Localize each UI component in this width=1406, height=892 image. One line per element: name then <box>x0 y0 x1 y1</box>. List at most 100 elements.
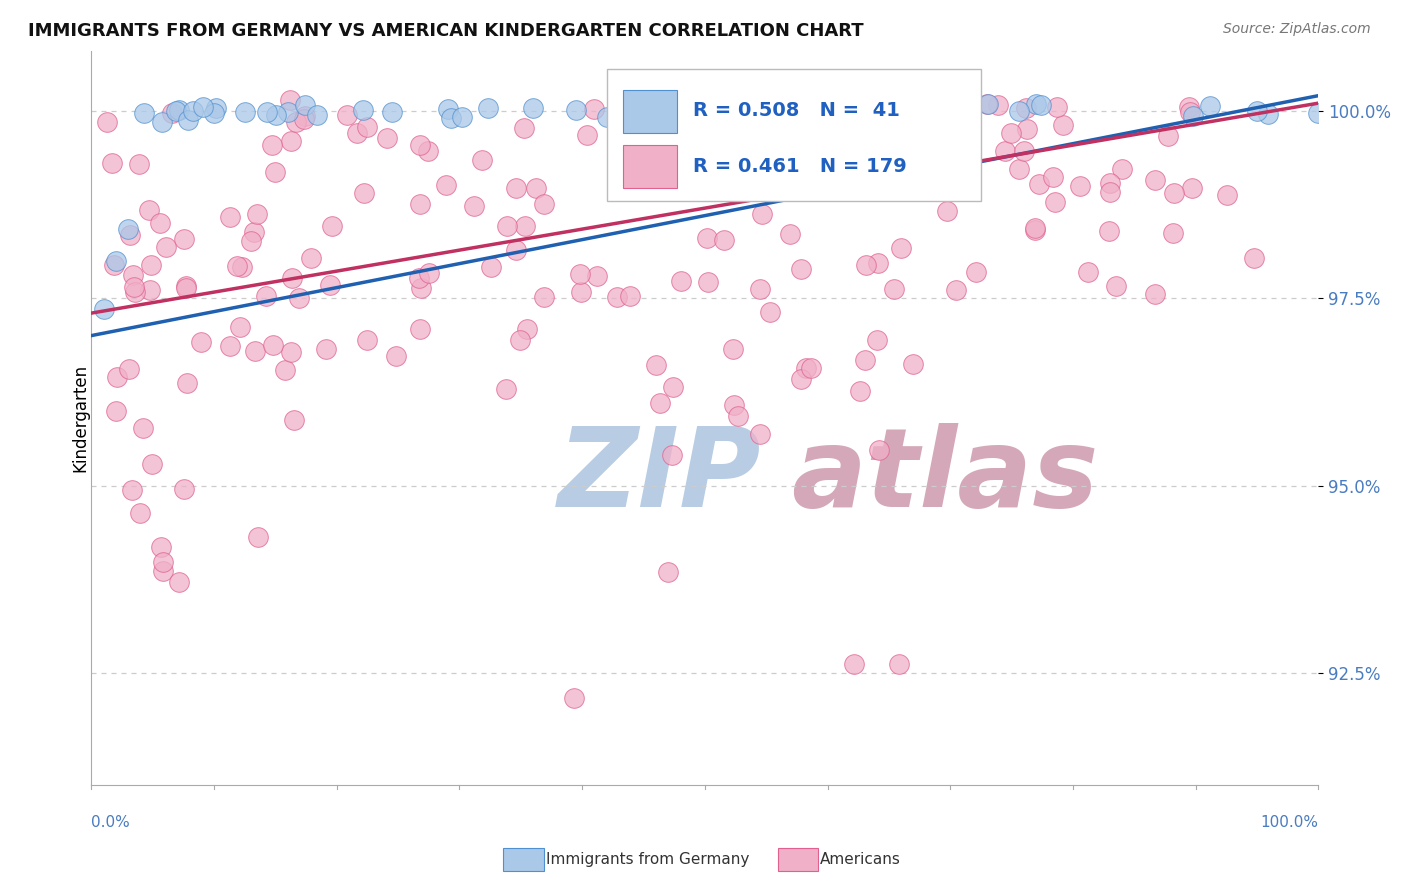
Text: Immigrants from Germany: Immigrants from Germany <box>546 853 749 867</box>
Point <box>219 210 242 224</box>
Text: Americans: Americans <box>820 853 901 867</box>
Point <box>855 259 877 273</box>
Point <box>277 105 299 120</box>
Point <box>748 427 770 442</box>
Point <box>319 277 342 292</box>
Point <box>152 555 174 569</box>
Point <box>1246 104 1268 119</box>
Point <box>239 234 262 248</box>
Point <box>1015 101 1038 115</box>
Point <box>800 361 823 376</box>
Point <box>977 97 1000 112</box>
Point <box>727 409 749 423</box>
Point <box>505 181 527 195</box>
Point <box>162 106 184 120</box>
Point <box>124 285 146 299</box>
Point <box>1097 224 1119 238</box>
Point <box>299 251 322 265</box>
Point <box>375 130 398 145</box>
Point <box>274 363 297 377</box>
Point <box>751 207 773 221</box>
Point <box>987 98 1010 112</box>
Point <box>713 233 735 247</box>
Point <box>117 221 139 235</box>
Point <box>1243 252 1265 266</box>
Text: IMMIGRANTS FROM GERMANY VS AMERICAN KINDERGARTEN CORRELATION CHART: IMMIGRANTS FROM GERMANY VS AMERICAN KIND… <box>28 22 863 40</box>
Point <box>893 103 915 117</box>
Point <box>945 284 967 298</box>
Point <box>409 138 432 153</box>
Y-axis label: Kindergarten: Kindergarten <box>72 364 89 472</box>
Point <box>853 353 876 368</box>
Point <box>865 97 887 112</box>
Text: atlas: atlas <box>790 424 1098 531</box>
Point <box>246 530 269 544</box>
Point <box>352 103 374 118</box>
Point <box>657 565 679 579</box>
Point <box>790 116 813 130</box>
Point <box>669 274 692 288</box>
Point <box>451 110 474 124</box>
Point <box>922 156 945 170</box>
Point <box>262 138 284 153</box>
Point <box>294 97 316 112</box>
Point <box>794 360 817 375</box>
Point <box>505 243 527 257</box>
Point <box>607 116 630 130</box>
Text: 0.0%: 0.0% <box>91 815 131 830</box>
Point <box>848 384 870 399</box>
Point <box>139 283 162 297</box>
Point <box>994 145 1017 159</box>
Point <box>1257 106 1279 120</box>
Point <box>321 219 343 233</box>
Point <box>288 291 311 305</box>
Point <box>408 271 430 285</box>
Point <box>1025 96 1047 111</box>
Point <box>205 101 228 115</box>
Point <box>118 362 141 376</box>
Point <box>496 219 519 233</box>
Point <box>935 204 957 219</box>
Text: ZIP: ZIP <box>558 424 761 531</box>
Point <box>585 269 607 284</box>
Point <box>866 333 889 347</box>
Point <box>917 141 939 155</box>
Point <box>408 197 430 211</box>
Point <box>1008 162 1031 177</box>
Point <box>233 104 256 119</box>
Point <box>711 136 734 150</box>
Point <box>696 131 718 145</box>
Point <box>173 232 195 246</box>
Point <box>138 202 160 217</box>
Point <box>515 219 537 233</box>
Point <box>246 207 269 221</box>
Point <box>101 156 124 170</box>
Point <box>562 690 585 705</box>
FancyBboxPatch shape <box>623 145 676 188</box>
Point <box>122 280 145 294</box>
Point <box>434 178 457 192</box>
Point <box>315 343 337 357</box>
Point <box>851 106 873 120</box>
Point <box>1069 178 1091 193</box>
Point <box>93 302 115 317</box>
Point <box>256 104 278 119</box>
Point <box>190 334 212 349</box>
Point <box>1024 221 1046 235</box>
FancyBboxPatch shape <box>623 89 676 133</box>
Point <box>1028 177 1050 191</box>
Point <box>1143 287 1166 301</box>
Point <box>96 115 118 129</box>
Point <box>1181 181 1204 195</box>
Point <box>128 157 150 171</box>
Point <box>524 181 547 195</box>
Point <box>582 103 605 117</box>
Text: Source: ZipAtlas.com: Source: ZipAtlas.com <box>1223 22 1371 37</box>
Point <box>165 104 187 119</box>
Point <box>280 134 302 148</box>
Point <box>1177 100 1199 114</box>
Point <box>477 101 499 115</box>
Point <box>264 107 287 121</box>
Point <box>595 111 617 125</box>
Point <box>723 399 745 413</box>
